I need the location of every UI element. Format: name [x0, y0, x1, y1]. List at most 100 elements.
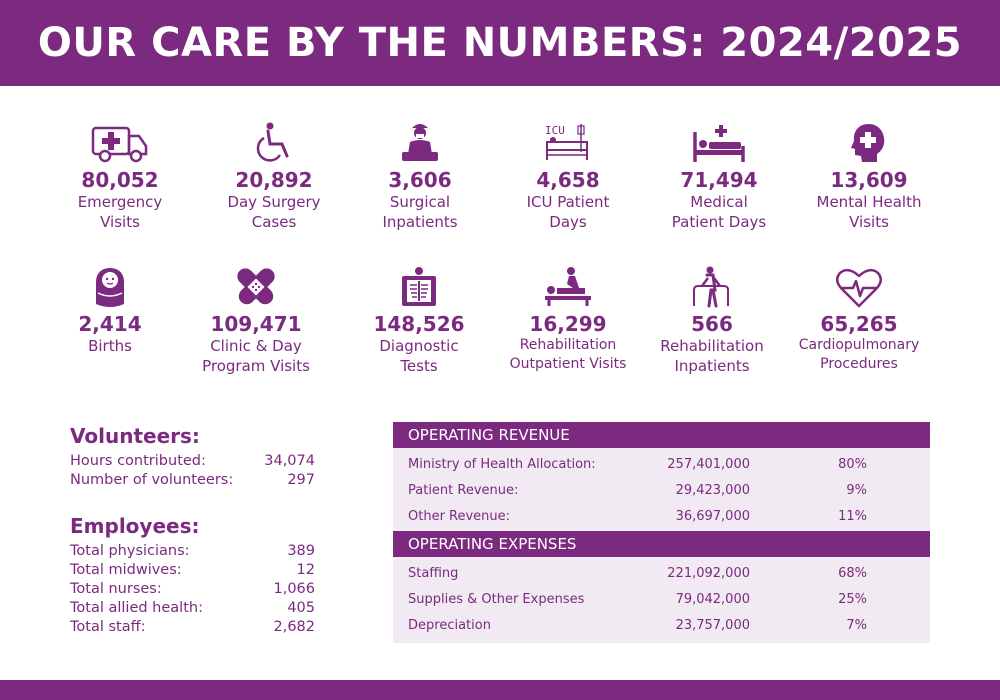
row-name: Patient Revenue:: [408, 483, 519, 498]
stat-label: Emergency Visits: [77, 193, 163, 231]
stat-value: 80,052: [81, 168, 159, 192]
row-value: 297: [287, 472, 315, 488]
icu-bed-icon: ICU: [493, 122, 643, 166]
stat-value: 71,494: [680, 168, 758, 192]
stat-label: ICU Patient Days: [526, 193, 610, 231]
stat-value: 4,658: [536, 168, 600, 192]
surgeon-icon: [345, 122, 495, 166]
row-percent: 25%: [838, 592, 867, 607]
table-row: Ministry of Health Allocation: 257,401,0…: [393, 452, 930, 478]
row-value: 34,074: [264, 453, 315, 469]
heartbeat-icon: [784, 266, 934, 310]
hospital-bed-icon: [644, 122, 794, 166]
page-title: OUR CARE BY THE NUMBERS: 2024/2025: [37, 20, 963, 66]
stat-label: Cardiopulmonary Procedures: [798, 337, 920, 372]
row-percent: 9%: [846, 483, 867, 498]
row-value: 2,682: [273, 619, 315, 635]
massage-therapy-icon: [493, 266, 643, 310]
row-name: Ministry of Health Allocation:: [408, 457, 596, 472]
svg-text:ICU: ICU: [545, 124, 565, 137]
xray-icon: [344, 266, 494, 310]
employee-row: Total physicians: 389: [70, 542, 315, 561]
row-name: Depreciation: [408, 618, 491, 633]
revenue-heading: OPERATING REVENUE: [393, 422, 930, 448]
table-row: Depreciation 23,757,000 7%: [393, 613, 930, 639]
stat-value: 13,609: [830, 168, 908, 192]
stat-diagnostic-tests: 148,526 Diagnostic Tests: [344, 266, 494, 376]
stat-emergency-visits: 80,052 Emergency Visits: [45, 122, 195, 232]
table-row: Other Revenue: 36,697,000 11%: [393, 504, 930, 530]
expenses-heading: OPERATING EXPENSES: [393, 531, 930, 557]
row-amount: 79,042,000: [675, 592, 750, 607]
stat-value: 566: [691, 312, 733, 336]
row-label: Hours contributed:: [70, 453, 206, 469]
employee-row: Total nurses: 1,066: [70, 580, 315, 599]
stat-clinic-day-program-visits: 109,471 Clinic & Day Program Visits: [181, 266, 331, 376]
row-percent: 11%: [838, 509, 867, 524]
row-name: Staffing: [408, 566, 459, 581]
row-value: 12: [296, 562, 315, 578]
stat-mental-health-visits: 13,609 Mental Health Visits: [794, 122, 944, 232]
stat-label: Births: [88, 337, 132, 355]
row-percent: 80%: [838, 457, 867, 472]
volunteer-row: Number of volunteers: 297: [70, 471, 315, 490]
stat-label: Rehabilitation Inpatients: [660, 337, 764, 375]
employee-row: Total midwives: 12: [70, 561, 315, 580]
stat-surgical-inpatients: 3,606 Surgical Inpatients: [345, 122, 495, 232]
row-name: Supplies & Other Expenses: [408, 592, 585, 607]
row-percent: 68%: [838, 566, 867, 581]
operating-expenses-table: OPERATING EXPENSES Staffing 221,092,000 …: [393, 531, 930, 643]
stat-value: 3,606: [388, 168, 452, 192]
revenue-body: Ministry of Health Allocation: 257,401,0…: [393, 448, 930, 534]
employees-section: Employees: Total physicians: 389 Total m…: [70, 514, 315, 637]
row-label: Number of volunteers:: [70, 472, 234, 488]
row-amount: 23,757,000: [675, 618, 750, 633]
row-label: Total physicians:: [70, 543, 190, 559]
stat-rehab-inpatients: 566 Rehabilitation Inpatients: [637, 266, 787, 376]
table-row: Supplies & Other Expenses 79,042,000 25%: [393, 587, 930, 613]
walker-icon: [637, 266, 787, 310]
stat-day-surgery: 20,892 Day Surgery Cases: [199, 122, 349, 232]
row-amount: 221,092,000: [667, 566, 750, 581]
stat-value: 2,414: [78, 312, 142, 336]
row-label: Total staff:: [70, 619, 146, 635]
header-banner: OUR CARE BY THE NUMBERS: 2024/2025: [0, 0, 1000, 86]
volunteers-heading: Volunteers:: [70, 424, 200, 448]
stat-label: Diagnostic Tests: [379, 337, 459, 375]
row-label: Total nurses:: [70, 581, 162, 597]
baby-icon: [35, 266, 185, 310]
stat-medical-patient-days: 71,494 Medical Patient Days: [644, 122, 794, 232]
row-amount: 29,423,000: [675, 483, 750, 498]
row-value: 1,066: [273, 581, 315, 597]
expenses-body: Staffing 221,092,000 68% Supplies & Othe…: [393, 557, 930, 643]
operating-revenue-table: OPERATING REVENUE Ministry of Health All…: [393, 422, 930, 534]
mental-health-head-icon: [794, 122, 944, 166]
stat-rehab-outpatient-visits: 16,299 Rehabilitation Outpatient Visits: [493, 266, 643, 374]
row-amount: 36,697,000: [675, 509, 750, 524]
row-label: Total midwives:: [70, 562, 182, 578]
stat-value: 109,471: [210, 312, 302, 336]
stat-label: Day Surgery Cases: [227, 193, 321, 231]
stat-cardiopulmonary-procedures: 65,265 Cardiopulmonary Procedures: [784, 266, 934, 374]
stat-value: 16,299: [529, 312, 607, 336]
bandage-icon: [181, 266, 331, 310]
employee-row: Total allied health: 405: [70, 599, 315, 618]
row-value: 389: [287, 543, 315, 559]
stat-label: Rehabilitation Outpatient Visits: [509, 337, 627, 372]
row-name: Other Revenue:: [408, 509, 511, 524]
stat-label: Clinic & Day Program Visits: [202, 337, 310, 375]
stat-value: 148,526: [373, 312, 465, 336]
table-row: Staffing 221,092,000 68%: [393, 561, 930, 587]
wheelchair-icon: [199, 122, 349, 166]
employees-heading: Employees:: [70, 514, 200, 538]
row-value: 405: [287, 600, 315, 616]
row-amount: 257,401,000: [667, 457, 750, 472]
stat-label: Surgical Inpatients: [382, 193, 458, 231]
ambulance-icon: [45, 122, 195, 166]
row-percent: 7%: [846, 618, 867, 633]
row-label: Total allied health:: [70, 600, 203, 616]
stat-value: 65,265: [820, 312, 898, 336]
stat-icu-patient-days: ICU 4,658 ICU Patient Days: [493, 122, 643, 232]
table-row: Patient Revenue: 29,423,000 9%: [393, 478, 930, 504]
volunteer-row: Hours contributed: 34,074: [70, 452, 315, 471]
